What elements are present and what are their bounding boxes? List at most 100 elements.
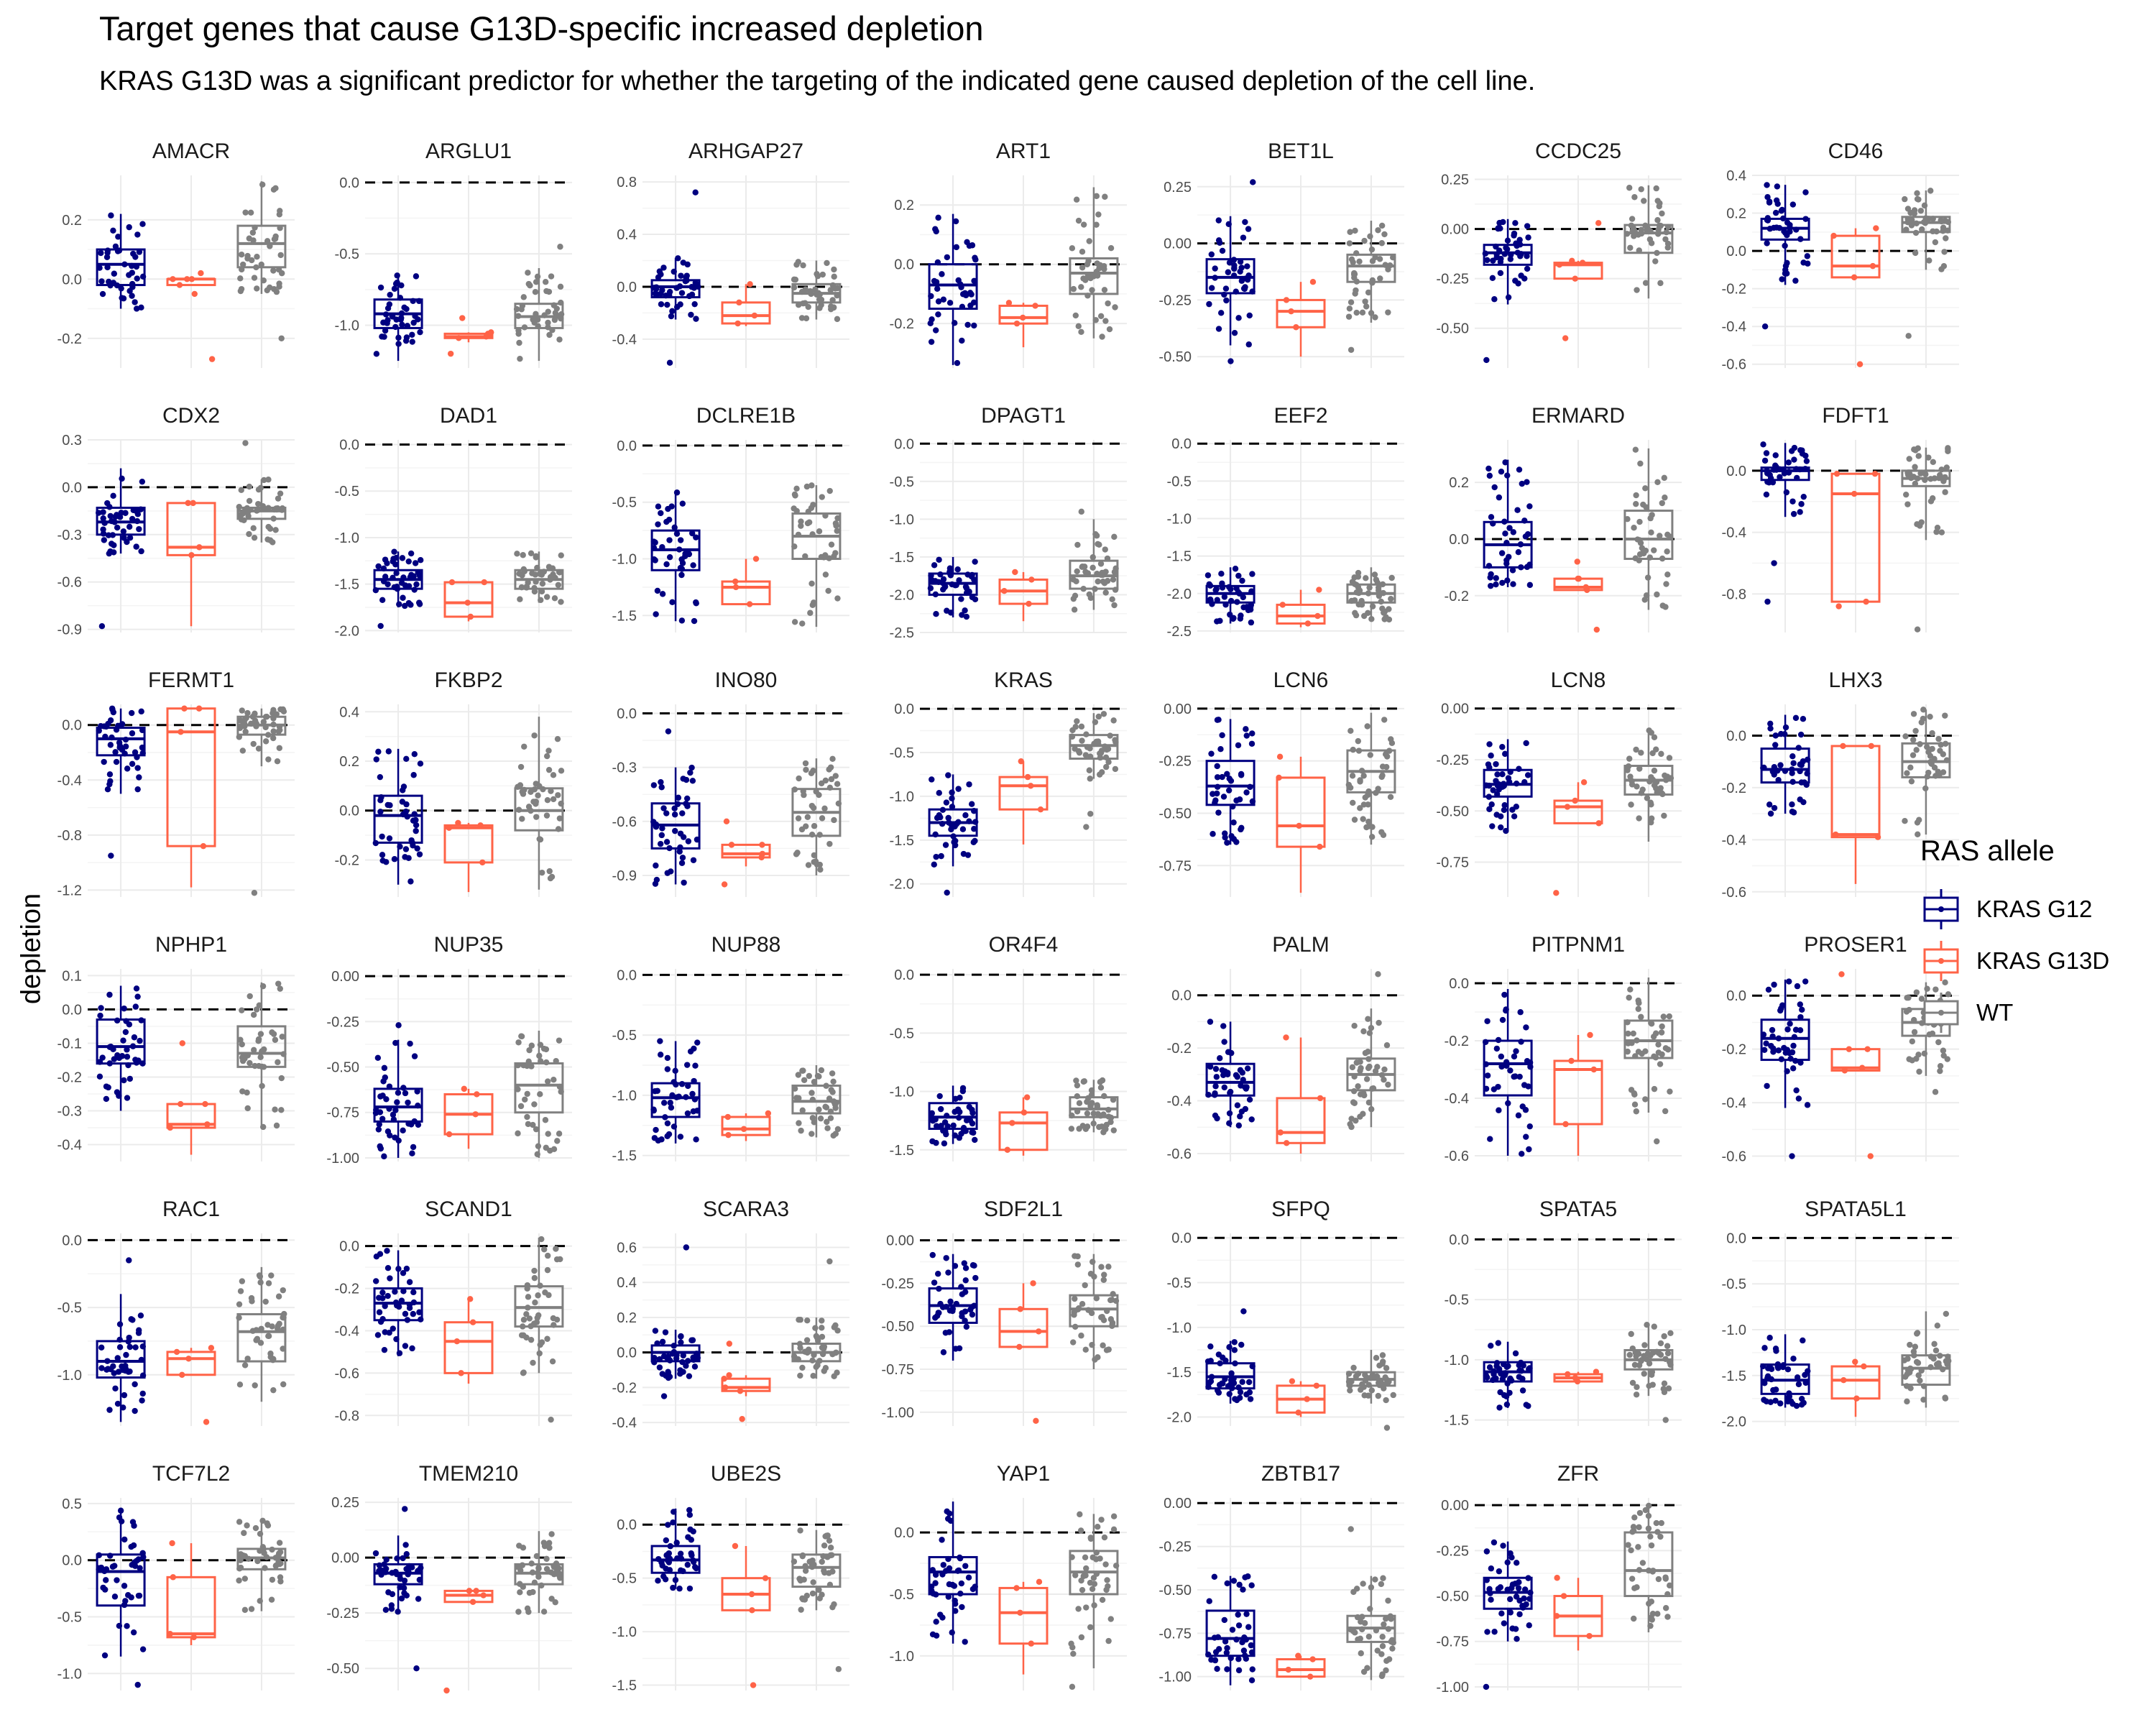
point-lhx3 bbox=[1766, 801, 1773, 808]
point-yap1 bbox=[1078, 1577, 1084, 1584]
tick-label-nup35: -0.75 bbox=[326, 1105, 359, 1121]
point-fermt1 bbox=[134, 765, 141, 771]
point-ermard bbox=[1514, 507, 1521, 513]
point-nphp1 bbox=[131, 1034, 138, 1041]
point-fdft1 bbox=[1914, 521, 1920, 528]
point-bet1l bbox=[1212, 265, 1218, 272]
point-nup88 bbox=[799, 1107, 806, 1114]
point-lcn6 bbox=[1373, 789, 1379, 796]
point-rac1 bbox=[236, 1381, 244, 1388]
point-amacr bbox=[251, 275, 258, 281]
point-scand1 bbox=[416, 1309, 423, 1315]
point-cd46 bbox=[1932, 239, 1939, 246]
point-tcf7l2 bbox=[252, 1524, 259, 1532]
point-nup88 bbox=[671, 1123, 678, 1130]
point-amacr bbox=[191, 290, 198, 298]
point-proser1 bbox=[1935, 1039, 1942, 1046]
point-or4f4 bbox=[1095, 1110, 1102, 1118]
point-fkbp2 bbox=[546, 868, 553, 875]
point-spata5 bbox=[1638, 1357, 1645, 1363]
point-zfr bbox=[1526, 1596, 1533, 1602]
point-tcf7l2 bbox=[261, 1550, 267, 1557]
point-fermt1 bbox=[263, 713, 270, 720]
point-cdx2 bbox=[118, 510, 124, 516]
point-spata5 bbox=[1651, 1323, 1657, 1330]
panel-title-arglu1: ARGLU1 bbox=[425, 139, 512, 163]
point-ube2s bbox=[797, 1527, 803, 1534]
point-lcn8 bbox=[1499, 744, 1506, 750]
point-rac1 bbox=[126, 1334, 132, 1341]
point-scara3 bbox=[834, 1369, 840, 1376]
point-lcn6 bbox=[1388, 736, 1394, 742]
tick-label-lcn6: 0.00 bbox=[1164, 702, 1192, 717]
point-spata5l1 bbox=[1853, 1395, 1860, 1402]
point-cdx2 bbox=[107, 512, 114, 520]
point-arglu1 bbox=[381, 334, 387, 340]
point-fdft1 bbox=[1766, 479, 1772, 486]
point-lhx3 bbox=[1790, 809, 1797, 816]
point-lcn6 bbox=[1355, 737, 1361, 745]
point-yap1 bbox=[1070, 1650, 1077, 1657]
point-proser1 bbox=[1784, 1026, 1791, 1033]
point-arglu1 bbox=[398, 282, 405, 289]
point-sdf2l1 bbox=[969, 1311, 976, 1318]
point-proser1 bbox=[1761, 1046, 1768, 1054]
point-amacr bbox=[276, 280, 282, 287]
tick-label-dpagt1: -1.5 bbox=[890, 550, 914, 566]
point-ino80 bbox=[679, 855, 686, 861]
point-art1 bbox=[957, 281, 964, 288]
point-ube2s bbox=[676, 1586, 683, 1592]
point-scara3 bbox=[659, 1338, 666, 1346]
point-ccdc25 bbox=[1513, 240, 1519, 247]
point-tcf7l2 bbox=[139, 1550, 146, 1557]
point-arhgap27 bbox=[834, 292, 840, 299]
point-lcn8 bbox=[1648, 730, 1654, 736]
point-lcn8 bbox=[1626, 755, 1633, 762]
point-zbtb17 bbox=[1383, 1667, 1389, 1674]
point-nup35 bbox=[415, 1121, 422, 1128]
point-zfr bbox=[1631, 1585, 1638, 1591]
point-scara3 bbox=[651, 1354, 658, 1361]
point-lhx3 bbox=[1874, 834, 1881, 840]
point-nphp1 bbox=[179, 1040, 185, 1046]
point-spata5l1 bbox=[1766, 1335, 1773, 1341]
point-sdf2l1 bbox=[1072, 1295, 1078, 1302]
point-fdft1 bbox=[1922, 477, 1928, 483]
point-art1 bbox=[1079, 248, 1086, 255]
point-ube2s bbox=[802, 1568, 809, 1574]
point-cd46 bbox=[1940, 228, 1946, 234]
point-or4f4 bbox=[1101, 1092, 1107, 1100]
point-dclre1b bbox=[799, 620, 806, 627]
point-bet1l bbox=[1230, 257, 1238, 263]
point-lcn8 bbox=[1628, 778, 1635, 784]
point-scand1 bbox=[376, 1309, 383, 1315]
point-lcn8 bbox=[1513, 781, 1520, 787]
point-rac1 bbox=[267, 1351, 274, 1357]
point-lhx3 bbox=[1774, 768, 1781, 774]
point-kras bbox=[972, 819, 979, 825]
point-pitpnm1 bbox=[1487, 1136, 1493, 1142]
point-amacr bbox=[99, 290, 106, 298]
point-fkbp2 bbox=[402, 846, 410, 852]
point-scara3 bbox=[819, 1317, 825, 1324]
point-bet1l bbox=[1250, 179, 1256, 185]
point-pitpnm1 bbox=[1631, 1101, 1639, 1108]
point-sfpq bbox=[1289, 1378, 1296, 1384]
point-arglu1 bbox=[545, 324, 551, 331]
point-nup35 bbox=[376, 1121, 382, 1128]
point-palm bbox=[1374, 1064, 1381, 1070]
point-zfr bbox=[1639, 1560, 1646, 1566]
point-bet1l bbox=[1246, 312, 1253, 319]
point-tcf7l2 bbox=[276, 1540, 283, 1546]
point-rac1 bbox=[280, 1346, 286, 1352]
point-dclre1b bbox=[658, 510, 664, 517]
point-scand1 bbox=[404, 1317, 411, 1323]
point-palm bbox=[1317, 1095, 1324, 1102]
point-zbtb17 bbox=[1388, 1616, 1394, 1622]
point-amacr bbox=[98, 249, 104, 257]
point-lcn8 bbox=[1516, 765, 1522, 772]
point-zbtb17 bbox=[1360, 1581, 1366, 1587]
point-dclre1b bbox=[676, 546, 683, 553]
